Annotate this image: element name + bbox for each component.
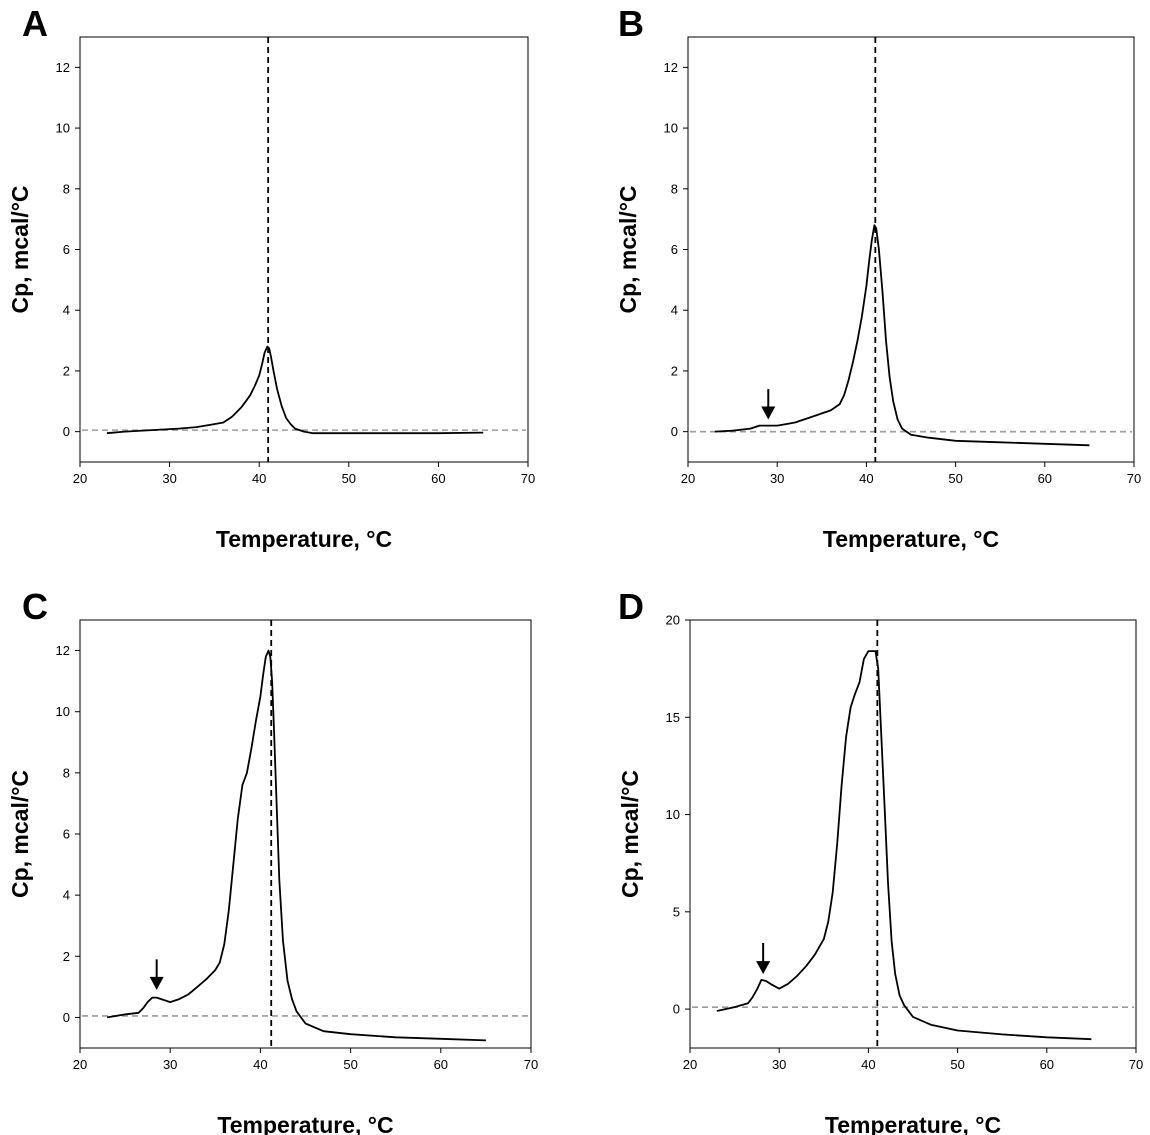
plot-frame bbox=[687, 36, 1135, 463]
x-tick-label: 70 bbox=[521, 471, 535, 486]
x-tick-label: 30 bbox=[770, 471, 784, 486]
series-line bbox=[716, 650, 1092, 1041]
y-axis-title: Cp, mcal/°C bbox=[617, 770, 643, 898]
y-tick-label: 4 bbox=[671, 303, 678, 318]
y-tick-label: 2 bbox=[63, 363, 70, 378]
y-tick-label: 10 bbox=[664, 121, 678, 136]
series-line bbox=[106, 345, 484, 435]
y-tick-label: 2 bbox=[671, 363, 678, 378]
y-tick-label: 10 bbox=[56, 704, 70, 719]
y-axis-title: Cp, mcal/°C bbox=[7, 770, 33, 898]
panel-label: D bbox=[618, 586, 644, 627]
panel-label: B bbox=[618, 3, 644, 44]
x-tick-label: 50 bbox=[343, 1057, 357, 1072]
x-tick-label: 50 bbox=[342, 471, 356, 486]
x-tick-label: 50 bbox=[950, 1057, 964, 1072]
y-tick-label: 12 bbox=[56, 643, 70, 658]
series-line bbox=[714, 224, 1090, 447]
y-tick-label: 12 bbox=[56, 60, 70, 75]
x-tick-label: 60 bbox=[434, 1057, 448, 1072]
arrow-head bbox=[761, 406, 776, 420]
x-tick-label: 70 bbox=[524, 1057, 538, 1072]
y-tick-label: 15 bbox=[666, 710, 680, 725]
plot-frame bbox=[79, 36, 529, 463]
arrow-head bbox=[756, 961, 771, 975]
panel-a: A 20 30 40 50 60 70 0 2 4 6 8 10 12 Temperature, °C Cp,… bbox=[7, 3, 535, 552]
y-tick-label: 8 bbox=[63, 181, 70, 196]
y-tick-label: 10 bbox=[56, 121, 70, 136]
arrow-head bbox=[149, 976, 164, 990]
x-tick-label: 40 bbox=[252, 471, 266, 486]
series-line bbox=[106, 649, 486, 1042]
y-tick-label: 6 bbox=[671, 242, 678, 257]
panel-b: B 20 30 40 50 60 70 0 2 4 6 8 10 12 Temperature, °C Cp,… bbox=[615, 3, 1141, 552]
plot-frame bbox=[689, 619, 1137, 1049]
x-tick-label: 50 bbox=[948, 471, 962, 486]
y-tick-label: 8 bbox=[671, 181, 678, 196]
x-tick-label: 70 bbox=[1129, 1057, 1143, 1072]
panel-label: C bbox=[22, 586, 48, 627]
panel-c: C 20 30 40 50 60 70 0 2 4 6 8 10 12 Temperature, °C Cp,… bbox=[7, 586, 538, 1135]
x-tick-label: 20 bbox=[683, 1057, 697, 1072]
y-tick-label: 6 bbox=[63, 827, 70, 842]
y-tick-label: 0 bbox=[673, 1002, 680, 1017]
x-axis-title: Temperature, °C bbox=[217, 1112, 393, 1135]
y-tick-label: 0 bbox=[63, 424, 70, 439]
x-tick-label: 30 bbox=[162, 471, 176, 486]
x-tick-label: 60 bbox=[1040, 1057, 1054, 1072]
y-axis-title: Cp, mcal/°C bbox=[7, 185, 33, 313]
panel-d: D 20 30 40 50 60 70 0 5 10 15 20 Temperature, °C Cp, … bbox=[617, 586, 1143, 1135]
x-axis-title: Temperature, °C bbox=[823, 526, 999, 552]
x-tick-label: 40 bbox=[861, 1057, 875, 1072]
x-tick-label: 60 bbox=[431, 471, 445, 486]
y-tick-label: 12 bbox=[664, 60, 678, 75]
y-tick-label: 4 bbox=[63, 888, 70, 903]
y-tick-label: 10 bbox=[666, 807, 680, 822]
plot-frame bbox=[79, 619, 532, 1049]
x-tick-label: 60 bbox=[1038, 471, 1052, 486]
x-tick-label: 30 bbox=[772, 1057, 786, 1072]
y-tick-label: 0 bbox=[63, 1010, 70, 1025]
y-tick-label: 8 bbox=[63, 765, 70, 780]
x-tick-label: 20 bbox=[681, 471, 695, 486]
x-tick-label: 40 bbox=[253, 1057, 267, 1072]
y-tick-label: 20 bbox=[666, 613, 680, 628]
y-tick-label: 2 bbox=[63, 949, 70, 964]
x-tick-label: 70 bbox=[1127, 471, 1141, 486]
x-axis-title: Temperature, °C bbox=[216, 526, 392, 552]
x-tick-label: 20 bbox=[73, 1057, 87, 1072]
x-tick-label: 20 bbox=[73, 471, 87, 486]
panel-label: A bbox=[22, 3, 48, 44]
x-axis-title: Temperature, °C bbox=[825, 1112, 1001, 1135]
y-axis-title: Cp, mcal/°C bbox=[615, 185, 641, 313]
x-tick-label: 40 bbox=[859, 471, 873, 486]
y-tick-label: 5 bbox=[673, 904, 680, 919]
y-tick-label: 6 bbox=[63, 242, 70, 257]
y-tick-label: 0 bbox=[671, 424, 678, 439]
x-tick-label: 30 bbox=[163, 1057, 177, 1072]
y-tick-label: 4 bbox=[63, 303, 70, 318]
